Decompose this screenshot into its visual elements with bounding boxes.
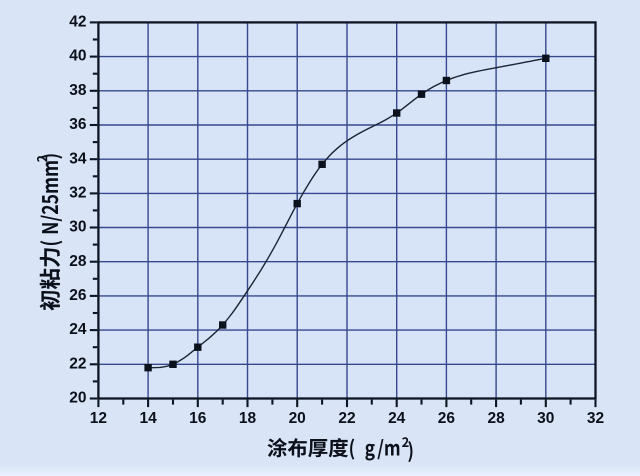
svg-text:18: 18: [239, 410, 257, 427]
svg-text:22: 22: [69, 355, 86, 372]
svg-text:32: 32: [587, 410, 604, 427]
svg-text:24: 24: [388, 410, 406, 427]
svg-text:36: 36: [69, 116, 87, 133]
svg-text:34: 34: [69, 150, 87, 167]
svg-text:42: 42: [69, 14, 86, 31]
svg-text:38: 38: [69, 82, 87, 99]
svg-text:30: 30: [537, 410, 554, 427]
svg-text:24: 24: [69, 321, 87, 338]
svg-text:16: 16: [189, 410, 207, 427]
svg-text:32: 32: [69, 185, 86, 202]
svg-text:20: 20: [289, 410, 306, 427]
svg-text:28: 28: [487, 410, 505, 427]
svg-text:26: 26: [69, 287, 87, 304]
svg-text:12: 12: [90, 410, 107, 427]
svg-text:26: 26: [438, 410, 456, 427]
svg-text:40: 40: [69, 48, 86, 65]
svg-text:14: 14: [139, 410, 157, 427]
svg-text:22: 22: [338, 410, 355, 427]
svg-text:30: 30: [69, 219, 86, 236]
svg-text:28: 28: [69, 253, 87, 270]
svg-text:20: 20: [69, 390, 86, 407]
